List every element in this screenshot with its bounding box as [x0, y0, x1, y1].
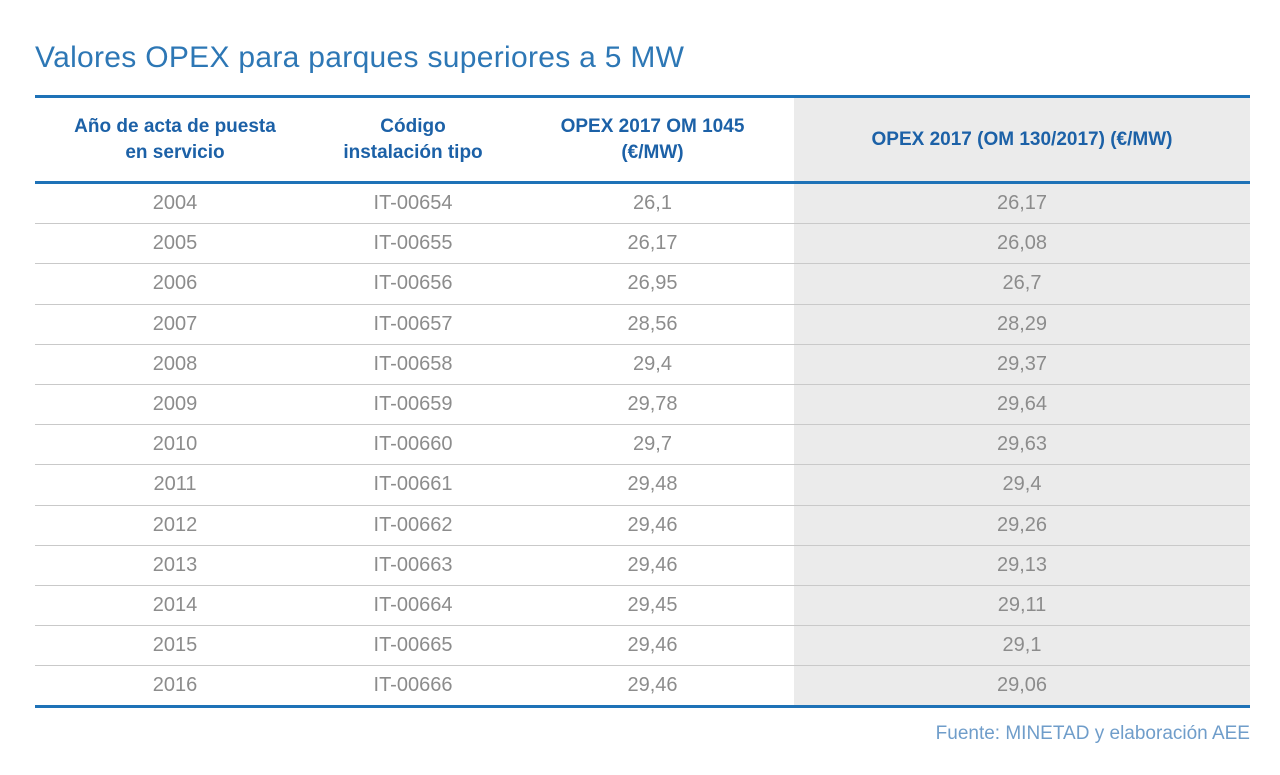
table-row: 2014 IT-00664 29,45 29,11 [35, 585, 1250, 627]
year-cell: 2008 [35, 344, 315, 385]
code-cell: IT-00661 [315, 464, 511, 506]
code-cell: IT-00656 [315, 263, 511, 305]
opex-om130-cell: 29,64 [794, 384, 1250, 426]
col-header-opex-om130-line1: OPEX 2017 (OM 130/2017) (€/MW) [871, 128, 1173, 150]
table-row: 2013 IT-00663 29,46 29,13 [35, 545, 1250, 586]
code-cell: IT-00660 [315, 424, 511, 466]
year-cell: 2009 [35, 384, 315, 426]
year-cell: 2015 [35, 625, 315, 667]
opex-om130-cell: 29,37 [794, 344, 1250, 385]
code-cell: IT-00657 [315, 304, 511, 345]
table-row: 2009 IT-00659 29,78 29,64 [35, 384, 1250, 426]
col-header-code: Código instalación tipo [315, 95, 511, 184]
col-header-year-line2: en servicio [125, 141, 225, 163]
year-cell: 2012 [35, 505, 315, 546]
table-row: 2005 IT-00655 26,17 26,08 [35, 223, 1250, 265]
opex-om130-cell: 29,26 [794, 505, 1250, 546]
opex-om1045-cell: 26,1 [511, 182, 794, 225]
opex-om1045-cell: 26,17 [511, 223, 794, 265]
table-row: 2010 IT-00660 29,7 29,63 [35, 424, 1250, 466]
opex-om130-cell: 29,13 [794, 545, 1250, 586]
header-row: Año de acta de puesta en servicio Código… [35, 95, 1250, 184]
year-cell: 2011 [35, 464, 315, 506]
opex-om130-cell: 29,06 [794, 665, 1250, 709]
opex-om1045-cell: 29,46 [511, 625, 794, 667]
code-cell: IT-00665 [315, 625, 511, 667]
col-header-opex-om130: OPEX 2017 (OM 130/2017) (€/MW) [794, 95, 1250, 184]
table-row: 2007 IT-00657 28,56 28,29 [35, 304, 1250, 345]
code-cell: IT-00654 [315, 182, 511, 225]
opex-om130-cell: 28,29 [794, 304, 1250, 345]
col-header-opex-om1045-line1: OPEX 2017 OM 1045 [560, 115, 745, 137]
opex-om130-cell: 26,08 [794, 223, 1250, 265]
year-cell: 2007 [35, 304, 315, 345]
year-cell: 2013 [35, 545, 315, 586]
col-header-code-line2: instalación tipo [343, 141, 483, 163]
year-cell: 2005 [35, 223, 315, 265]
table-row: 2004 IT-00654 26,1 26,17 [35, 182, 1250, 225]
col-header-year: Año de acta de puesta en servicio [35, 95, 315, 184]
opex-om1045-cell: 29,48 [511, 464, 794, 506]
table-row: 2011 IT-00661 29,48 29,4 [35, 464, 1250, 506]
opex-om1045-cell: 29,46 [511, 665, 794, 709]
opex-om130-cell: 29,63 [794, 424, 1250, 466]
col-header-year-line1: Año de acta de puesta [74, 115, 276, 137]
code-cell: IT-00663 [315, 545, 511, 586]
page-title: Valores OPEX para parques superiores a 5… [35, 41, 685, 74]
year-cell: 2006 [35, 263, 315, 305]
year-cell: 2014 [35, 585, 315, 627]
code-cell: IT-00662 [315, 505, 511, 546]
col-header-opex-om1045-line2: (€/MW) [621, 141, 684, 163]
opex-om1045-cell: 29,78 [511, 384, 794, 426]
opex-om1045-cell: 29,46 [511, 505, 794, 546]
opex-om130-cell: 26,7 [794, 263, 1250, 305]
table-body: 2004 IT-00654 26,1 26,17 2005 IT-00655 26,17 26… [35, 182, 1250, 709]
opex-om130-cell: 29,11 [794, 585, 1250, 627]
opex-om130-cell: 29,1 [794, 625, 1250, 667]
opex-om1045-cell: 29,4 [511, 344, 794, 385]
opex-om1045-cell: 29,46 [511, 545, 794, 586]
source-note: Fuente: MINETAD y elaboración AEE [935, 723, 1250, 745]
table-row: 2006 IT-00656 26,95 26,7 [35, 263, 1250, 305]
code-cell: IT-00666 [315, 665, 511, 709]
opex-om1045-cell: 29,45 [511, 585, 794, 627]
opex-om130-cell: 29,4 [794, 464, 1250, 506]
opex-om1045-cell: 28,56 [511, 304, 794, 345]
opex-om1045-cell: 26,95 [511, 263, 794, 305]
year-cell: 2004 [35, 182, 315, 225]
code-cell: IT-00664 [315, 585, 511, 627]
table-header: Año de acta de puesta en servicio Código… [35, 95, 1250, 184]
year-cell: 2010 [35, 424, 315, 466]
table-row: 2016 IT-00666 29,46 29,06 [35, 665, 1250, 709]
opex-om1045-cell: 29,7 [511, 424, 794, 466]
table-row: 2012 IT-00662 29,46 29,26 [35, 505, 1250, 546]
code-cell: IT-00659 [315, 384, 511, 426]
col-header-opex-om1045: OPEX 2017 OM 1045 (€/MW) [511, 95, 794, 184]
opex-table: Año de acta de puesta en servicio Código… [35, 95, 1250, 709]
code-cell: IT-00658 [315, 344, 511, 385]
year-cell: 2016 [35, 665, 315, 709]
table-row: 2015 IT-00665 29,46 29,1 [35, 625, 1250, 667]
table-row: 2008 IT-00658 29,4 29,37 [35, 344, 1250, 385]
opex-om130-cell: 26,17 [794, 182, 1250, 225]
col-header-code-line1: Código [380, 115, 446, 137]
code-cell: IT-00655 [315, 223, 511, 265]
